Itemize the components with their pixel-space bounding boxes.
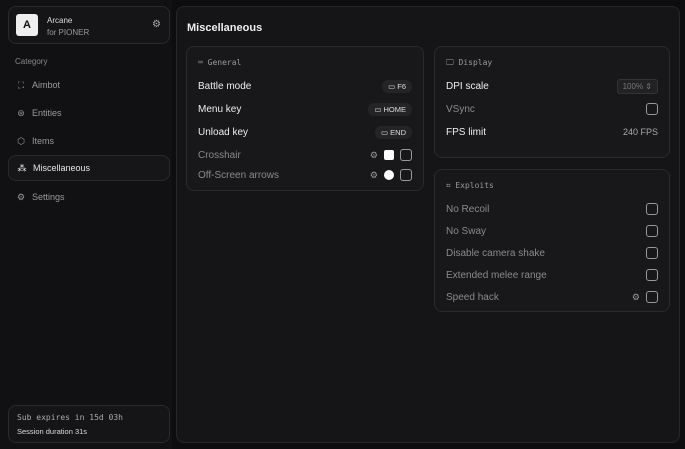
no-recoil-checkbox[interactable] xyxy=(646,203,658,215)
monitor-icon: 🖵 xyxy=(446,58,459,67)
label: No Recoil xyxy=(446,203,490,215)
no-recoil-row: No Recoil xyxy=(446,200,658,218)
page-title: Miscellaneous xyxy=(187,22,263,34)
brand-subtitle: for PIONER xyxy=(47,28,90,37)
label: Off-Screen arrows xyxy=(198,169,279,181)
dpi-scale-input[interactable]: 100% ⇕ xyxy=(616,78,658,94)
label: FPS limit xyxy=(446,126,486,138)
display-header: 🖵 Display xyxy=(446,58,493,67)
category-label: Category xyxy=(15,57,48,66)
label: Disable camera shake xyxy=(446,247,545,259)
speed-hack-row: Speed hack ⚙ xyxy=(446,288,658,306)
main-panel: Miscellaneous ⌨ General Battle mode ▭ F6 … xyxy=(176,6,680,443)
settings-gear-icon[interactable]: ⚙ xyxy=(152,19,161,30)
melee-range-checkbox[interactable] xyxy=(646,269,658,281)
subscription-card: Sub expires in 15d 03h Session duration … xyxy=(8,405,170,443)
sidebar-item-label: Miscellaneous xyxy=(33,163,91,173)
box-icon: ⬡ xyxy=(17,135,25,146)
sidebar-item-label: Items xyxy=(32,136,55,146)
label: Menu key xyxy=(198,103,242,115)
sidebar-item-label: Aimbot xyxy=(32,80,61,90)
vsync-checkbox[interactable] xyxy=(646,103,658,115)
label: Battle mode xyxy=(198,80,252,92)
logo: A xyxy=(16,14,38,36)
speed-hack-checkbox[interactable] xyxy=(646,291,658,303)
label: DPI scale xyxy=(446,80,489,92)
crosshair-row: Crosshair ⚙ xyxy=(198,146,412,164)
chip-icon: ⌗ xyxy=(446,181,456,190)
camera-shake-checkbox[interactable] xyxy=(646,247,658,259)
gear-icon[interactable]: ⚙ xyxy=(631,291,640,302)
general-header: ⌨ General xyxy=(198,58,242,67)
menu-keybind[interactable]: ▭ HOME xyxy=(368,102,412,116)
battle-mode-keybind[interactable]: ▭ F6 xyxy=(382,79,412,93)
offscreen-arrows-row: Off-Screen arrows ⚙ xyxy=(198,166,412,184)
brand-name: Arcane xyxy=(47,16,73,25)
dpi-row: DPI scale 100% ⇕ xyxy=(446,77,658,95)
gear-icon[interactable]: ⚙ xyxy=(369,169,378,180)
sidebar-item-aimbot[interactable]: ⛶ Aimbot xyxy=(8,72,170,98)
sidebar-item-label: Entities xyxy=(32,108,62,118)
sidebar: A Arcane for PIONER ⚙ Category ⛶ Aimbot ⊛… xyxy=(0,0,172,449)
sidebar-item-items[interactable]: ⬡ Items xyxy=(8,128,170,154)
misc-icon: ⁂ xyxy=(17,162,27,173)
label: VSync xyxy=(446,103,475,115)
fps-value: 240 FPS xyxy=(622,127,658,137)
keyboard-icon: ⌨ xyxy=(198,58,208,67)
vsync-row: VSync xyxy=(446,100,658,118)
label: No Sway xyxy=(446,225,487,237)
menu-key-row: Menu key ▭ HOME xyxy=(198,100,412,118)
gear-icon: ⚙ xyxy=(16,191,26,202)
label: Extended melee range xyxy=(446,269,547,281)
label: Speed hack xyxy=(446,291,499,303)
label: Unload key xyxy=(198,126,249,138)
sidebar-item-miscellaneous[interactable]: ⁂ Miscellaneous xyxy=(8,155,170,181)
sidebar-item-label: Settings xyxy=(32,192,65,202)
offscreen-checkbox[interactable] xyxy=(400,169,412,181)
brand-card: A Arcane for PIONER ⚙ xyxy=(8,6,170,44)
fps-row: FPS limit 240 FPS xyxy=(446,123,658,141)
session-duration: Session duration 31s xyxy=(17,427,88,436)
label: Crosshair xyxy=(198,149,241,161)
unload-keybind[interactable]: ▭ END xyxy=(374,125,412,139)
sidebar-item-settings[interactable]: ⚙ Settings xyxy=(8,184,170,210)
crosshair-checkbox[interactable] xyxy=(400,149,412,161)
unload-key-row: Unload key ▭ END xyxy=(198,123,412,141)
general-card: ⌨ General Battle mode ▭ F6 Menu key ▭ HOME… xyxy=(186,46,424,191)
melee-range-row: Extended melee range xyxy=(446,266,658,284)
gear-icon[interactable]: ⚙ xyxy=(369,149,378,160)
exploits-card: ⌗ Exploits No Recoil No Sway Disable cam… xyxy=(434,169,670,312)
entities-icon: ⊛ xyxy=(17,107,25,118)
color-swatch[interactable] xyxy=(384,150,394,160)
camera-shake-row: Disable camera shake xyxy=(446,244,658,262)
sub-expiry: Sub expires in 15d 03h xyxy=(17,413,123,422)
battle-mode-row: Battle mode ▭ F6 xyxy=(198,77,412,95)
display-card: 🖵 Display DPI scale 100% ⇕ VSync FPS limi… xyxy=(434,46,670,179)
no-sway-checkbox[interactable] xyxy=(646,225,658,237)
sidebar-item-entities[interactable]: ⊛ Entities xyxy=(8,100,170,126)
exploits-header: ⌗ Exploits xyxy=(446,181,494,190)
no-sway-row: No Sway xyxy=(446,222,658,240)
color-swatch[interactable] xyxy=(384,170,394,180)
crosshair-icon: ⛶ xyxy=(17,79,25,90)
